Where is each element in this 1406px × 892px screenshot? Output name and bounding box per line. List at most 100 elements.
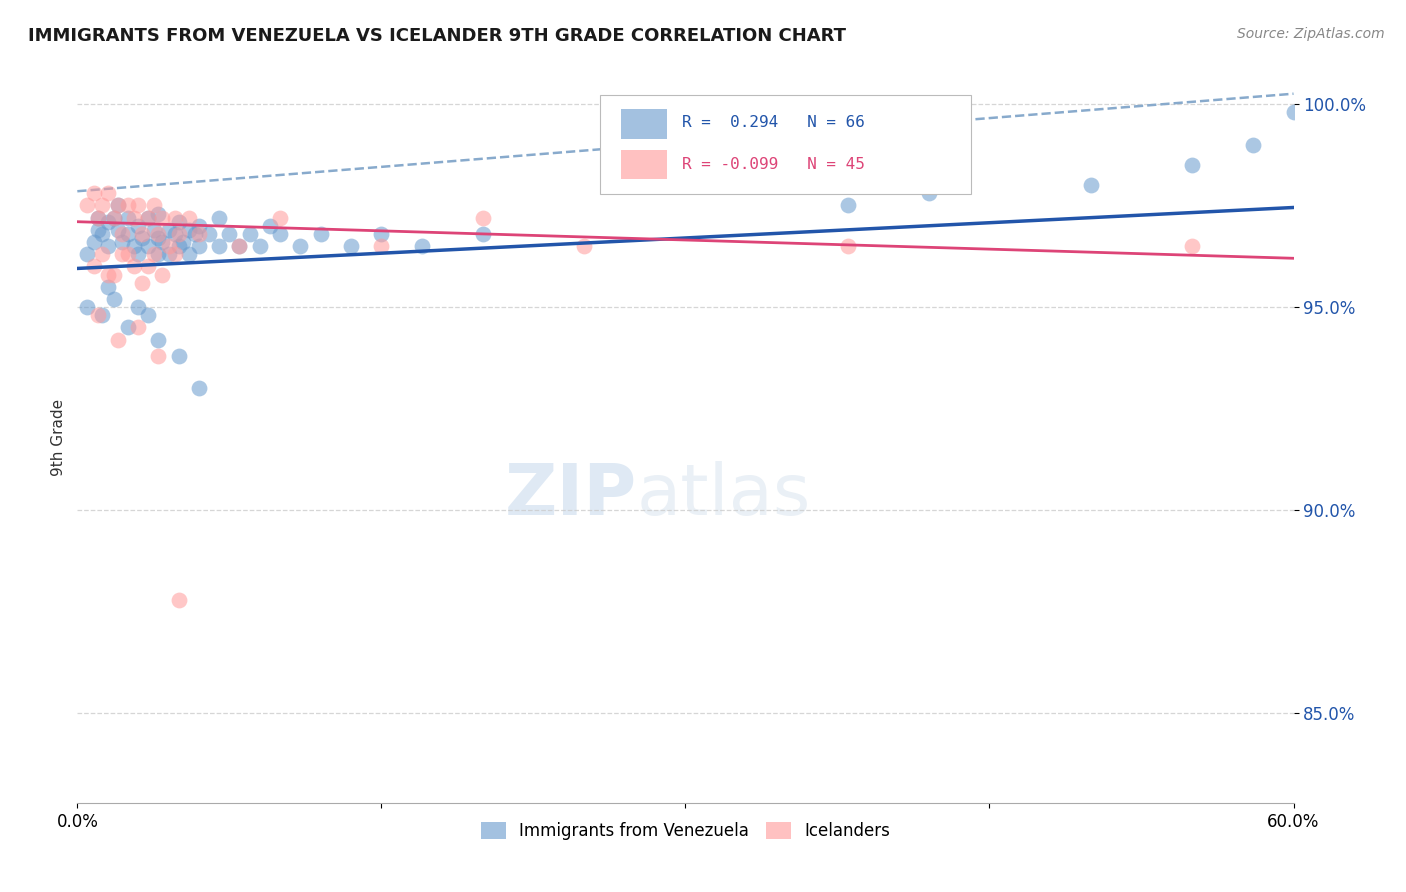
Point (918, 186, 941, 201)
FancyBboxPatch shape (600, 95, 972, 194)
Point (122, 211, 145, 225)
Point (172, 235, 194, 249)
Point (269, 211, 291, 225)
Point (136, 308, 159, 322)
Point (90, 227, 112, 241)
Point (370, 227, 392, 241)
Point (97, 239, 120, 253)
Point (103, 268, 125, 282)
Point (107, 198, 129, 212)
Text: Source: ZipAtlas.com: Source: ZipAtlas.com (1237, 27, 1385, 41)
Point (107, 198, 129, 212)
Point (259, 219, 281, 233)
Point (136, 211, 159, 225)
Point (148, 247, 170, 261)
Point (188, 219, 211, 233)
Legend: Immigrants from Venezuela, Icelanders: Immigrants from Venezuela, Icelanders (474, 815, 897, 847)
Point (131, 231, 153, 245)
Point (131, 276, 153, 290)
Point (97, 268, 120, 282)
Point (218, 227, 240, 241)
Bar (621, 110, 668, 138)
Point (269, 227, 291, 241)
Point (111, 227, 134, 241)
Point (177, 247, 200, 261)
Point (177, 211, 200, 225)
Point (370, 239, 392, 253)
Point (148, 206, 170, 220)
Point (86, 308, 108, 322)
Point (90, 198, 112, 212)
Point (143, 223, 166, 237)
Point (837, 239, 859, 253)
Point (157, 223, 180, 237)
Point (136, 239, 159, 253)
Point (157, 247, 180, 261)
Point (127, 300, 149, 314)
Point (103, 211, 125, 225)
Point (1181, 239, 1204, 253)
Point (188, 381, 211, 395)
Point (163, 211, 186, 225)
Point (117, 198, 139, 212)
Point (148, 349, 170, 363)
Point (167, 239, 190, 253)
Point (90, 247, 112, 261)
Point (117, 211, 139, 225)
Text: ZIP: ZIP (505, 461, 637, 530)
Point (143, 198, 166, 212)
Point (152, 268, 174, 282)
Point (117, 227, 139, 241)
Point (167, 215, 190, 229)
Point (127, 247, 149, 261)
Point (117, 320, 139, 334)
Point (188, 227, 211, 241)
Point (136, 211, 159, 225)
Point (148, 231, 170, 245)
Text: IMMIGRANTS FROM VENEZUELA VS ICELANDER 9TH GRADE CORRELATION CHART: IMMIGRANTS FROM VENEZUELA VS ICELANDER 9… (28, 27, 846, 45)
Point (157, 239, 180, 253)
Point (86, 223, 108, 237)
Point (136, 260, 159, 274)
Point (471, 227, 494, 241)
Point (127, 219, 149, 233)
Point (83, 260, 105, 274)
Point (131, 227, 153, 241)
Text: R = -0.099   N = 45: R = -0.099 N = 45 (682, 157, 865, 172)
Point (1241, 137, 1264, 152)
Point (90, 308, 112, 322)
Point (83, 235, 105, 249)
Y-axis label: 9th Grade: 9th Grade (51, 399, 66, 475)
Point (228, 239, 250, 253)
Point (163, 247, 186, 261)
Point (127, 320, 149, 334)
Point (76, 247, 98, 261)
Point (152, 211, 174, 225)
Point (143, 247, 166, 261)
Point (340, 239, 363, 253)
Text: atlas: atlas (637, 461, 811, 530)
Point (97, 186, 120, 201)
Point (107, 333, 129, 347)
Point (1080, 178, 1102, 193)
Point (167, 227, 190, 241)
Point (76, 198, 98, 212)
Point (127, 198, 149, 212)
Point (103, 292, 125, 306)
Point (471, 211, 494, 225)
Point (117, 247, 139, 261)
Point (107, 223, 129, 237)
Point (148, 333, 170, 347)
Point (309, 227, 332, 241)
Point (122, 239, 145, 253)
Point (228, 239, 250, 253)
Point (86, 211, 108, 225)
Point (167, 592, 190, 607)
Point (111, 235, 134, 249)
Point (111, 247, 134, 261)
Point (572, 239, 595, 253)
Point (290, 239, 312, 253)
Point (97, 215, 120, 229)
Point (188, 239, 211, 253)
Point (76, 300, 98, 314)
